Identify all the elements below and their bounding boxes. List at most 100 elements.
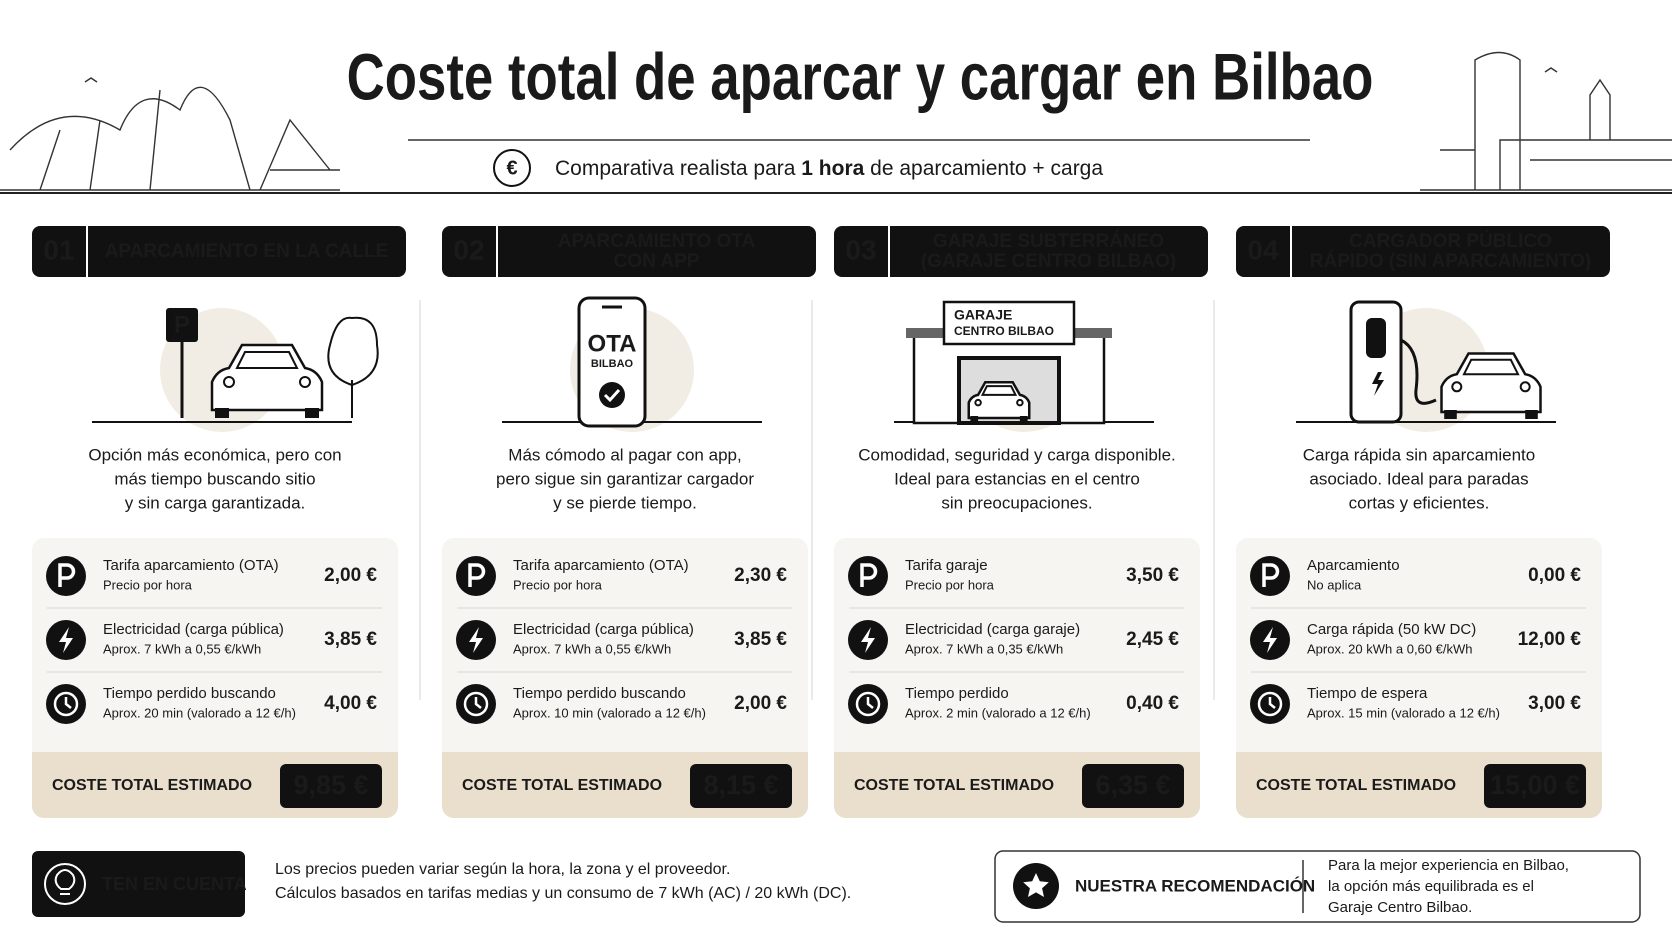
subtitle-suffix: de aparcamiento + carga bbox=[864, 157, 1103, 180]
phone bbox=[577, 296, 647, 428]
card-header-bar bbox=[1236, 226, 1610, 277]
car-wheel bbox=[1019, 416, 1028, 422]
footer: TEN EN CUENTA Los precios pueden variar s… bbox=[32, 850, 1641, 923]
cost-label: Tarifa aparcamiento (OTA) bbox=[103, 557, 279, 574]
garage-sign bbox=[942, 300, 1076, 346]
clock-hands bbox=[474, 697, 482, 709]
car-wheel bbox=[305, 408, 319, 418]
note-title: TEN EN CUENTA bbox=[102, 874, 247, 894]
total-value: 9,85 € bbox=[293, 770, 368, 800]
cost-label: Tiempo de espera bbox=[1307, 685, 1428, 702]
recommendation-line: Para la mejor experiencia en Bilbao, bbox=[1328, 857, 1569, 874]
clock-glyph bbox=[463, 691, 489, 717]
cost-detail: No aplica bbox=[1307, 577, 1362, 592]
clock-hands bbox=[1268, 697, 1276, 709]
app-city: BILBAO bbox=[591, 358, 634, 370]
cost-detail: Precio por hora bbox=[103, 577, 193, 592]
clock-glyph bbox=[855, 691, 881, 717]
bulb-icon bbox=[44, 863, 86, 905]
card-title: APARCAMIENTO EN LA CALLE bbox=[105, 241, 389, 262]
cost-label: Electricidad (carga garaje) bbox=[905, 621, 1080, 638]
car-wheel bbox=[215, 408, 229, 418]
currency-icon bbox=[493, 149, 531, 187]
note-badge bbox=[32, 851, 245, 917]
note-line: Cálculos basados en tarifas medias y un … bbox=[275, 885, 851, 902]
clock-hands bbox=[866, 697, 874, 709]
garage-sign-line2: CENTRO BILBAO bbox=[954, 324, 1054, 338]
note-line: Los precios pueden variar según la hora,… bbox=[275, 861, 730, 878]
card-description: Carga rápida sin aparcamiento bbox=[1303, 445, 1535, 464]
card-title: CON APP bbox=[614, 251, 700, 272]
cost-price: 2,00 € bbox=[734, 693, 787, 714]
star-glyph bbox=[1023, 873, 1049, 897]
parking-glyph bbox=[860, 563, 878, 587]
check bbox=[599, 382, 625, 408]
total-badge bbox=[1484, 764, 1586, 808]
card-header-bar bbox=[32, 226, 406, 277]
sign-text: P bbox=[174, 311, 190, 338]
cost-detail: Aprox. 20 kWh a 0,60 €/kWh bbox=[1307, 641, 1472, 656]
cost-detail: Precio por hora bbox=[513, 577, 603, 592]
cost-price: 2,00 € bbox=[324, 565, 377, 586]
bolt-glyph bbox=[59, 627, 73, 653]
parking-glyph bbox=[1262, 563, 1280, 587]
cost-price: 3,00 € bbox=[1528, 693, 1581, 714]
cost-price: 12,00 € bbox=[1518, 629, 1582, 650]
charger-bolt bbox=[1372, 372, 1384, 396]
bolt-glyph bbox=[1263, 627, 1277, 653]
card-description: más tiempo buscando sitio bbox=[114, 469, 315, 488]
bulb-glyph bbox=[54, 869, 76, 895]
car-wheel bbox=[1525, 410, 1538, 419]
header-decoration bbox=[0, 51, 1672, 191]
total-value: 15,00 € bbox=[1490, 770, 1580, 800]
cost-label: Tiempo perdido bbox=[905, 685, 1009, 702]
cost-price: 3,85 € bbox=[734, 629, 787, 650]
card-number: 02 bbox=[453, 234, 484, 265]
card-description: asociado. Ideal para paradas bbox=[1309, 469, 1528, 488]
recommendation-line: Garaje Centro Bilbao. bbox=[1328, 899, 1472, 916]
card-number: 01 bbox=[43, 234, 74, 265]
card-description: Comodidad, seguridad y carga disponible. bbox=[858, 445, 1176, 464]
card-title: (GARAJE CENTRO BILBAO) bbox=[921, 251, 1176, 272]
title: Coste total de aparcar y cargar en Bilba… bbox=[347, 40, 1374, 114]
cost-label: Carga rápida (50 kW DC) bbox=[1307, 621, 1476, 638]
cost-detail: Aprox. 7 kWh a 0,55 €/kWh bbox=[513, 641, 671, 656]
card-description: Opción más económica, pero con bbox=[88, 445, 341, 464]
check-mark bbox=[603, 388, 621, 403]
card-title: RÁPIDO (SIN APARCAMIENTO) bbox=[1310, 250, 1591, 272]
total-badge bbox=[1082, 764, 1184, 808]
cost-detail: Aprox. 10 min (valorado a 12 €/h) bbox=[513, 705, 706, 720]
card-description: pero sigue sin garantizar cargador bbox=[496, 469, 754, 488]
cost-detail: Aprox. 7 kWh a 0,35 €/kWh bbox=[905, 641, 1063, 656]
car-window bbox=[1462, 358, 1520, 376]
cost-label: Electricidad (carga pública) bbox=[513, 621, 694, 638]
card-number: 03 bbox=[845, 234, 876, 265]
subtitle: Comparativa realista para 1 hora de apar… bbox=[555, 157, 1103, 180]
cost-price: 2,45 € bbox=[1126, 629, 1179, 650]
car-wheel bbox=[970, 416, 979, 422]
card-description: Ideal para estancias en el centro bbox=[894, 469, 1140, 488]
bolt-glyph bbox=[469, 627, 483, 653]
total-badge bbox=[280, 764, 382, 808]
car-window bbox=[235, 351, 299, 369]
cost-label: Tiempo perdido buscando bbox=[103, 685, 276, 702]
card-description: sin preocupaciones. bbox=[941, 493, 1092, 512]
app-name: OTA bbox=[588, 330, 637, 357]
car-light bbox=[1016, 398, 1024, 407]
recommendation-title: NUESTRA RECOMENDACIÓN bbox=[1075, 876, 1315, 895]
charger bbox=[1349, 300, 1403, 424]
card-description: Más cómodo al pagar con app, bbox=[508, 445, 741, 464]
cost-label: Aparcamiento bbox=[1307, 557, 1400, 574]
cost-detail: Aprox. 15 min (valorado a 12 €/h) bbox=[1307, 705, 1500, 720]
card-title: APARCAMIENTO OTA bbox=[558, 231, 756, 252]
total-value: 8,15 € bbox=[703, 770, 778, 800]
card-title: GARAJE SUBTERRÁNEO bbox=[933, 230, 1164, 252]
cost-label: Electricidad (carga pública) bbox=[103, 621, 284, 638]
cost-label: Tarifa aparcamiento (OTA) bbox=[513, 557, 689, 574]
tree bbox=[327, 316, 379, 418]
total-value: 6,35 € bbox=[1095, 770, 1170, 800]
total-label: COSTE TOTAL ESTIMADO bbox=[462, 777, 662, 794]
cost-detail: Aprox. 2 min (valorado a 12 €/h) bbox=[905, 705, 1091, 720]
cost-price: 0,00 € bbox=[1528, 565, 1581, 586]
